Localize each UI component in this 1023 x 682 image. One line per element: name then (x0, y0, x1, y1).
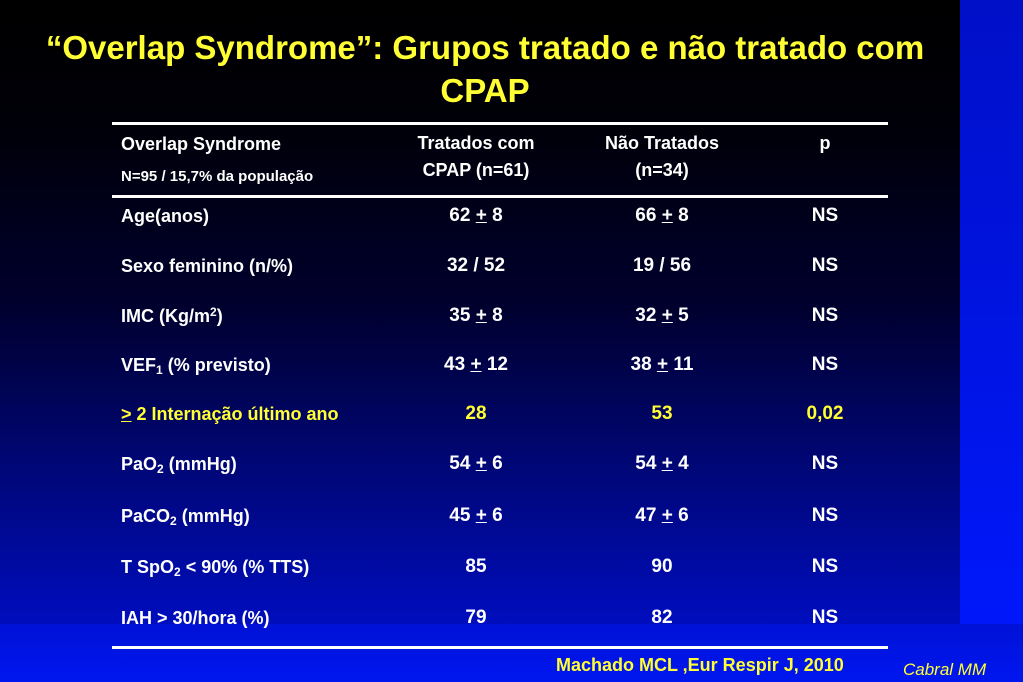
table-row: T SpO2 < 90% (% TTS) 85 90 NS (0, 552, 1023, 582)
row-label: IAH > 30/hora (%) (121, 608, 270, 628)
row-treated-value: 45 + 6 (449, 505, 503, 526)
row-label: T SpO2 < 90% (% TTS) (121, 557, 310, 579)
row-p-value: NS (811, 305, 839, 326)
header-col-syndrome-sub: N=95 / 15,7% da população (121, 168, 314, 185)
row-label: VEF1 (% previsto) (121, 355, 271, 377)
row-untreated-value: 54 + 4 (635, 453, 689, 474)
table-row: PaO2 (mmHg) 54 + 6 54 + 4 NS (0, 449, 1023, 479)
row-treated-value: 62 + 8 (449, 205, 503, 226)
row-p-value: NS (811, 255, 839, 276)
header-col-p: p (819, 133, 831, 153)
header-col-untreated: Não Tratados (n=34) (586, 130, 738, 184)
row-treated-value: 79 (465, 607, 487, 628)
right-blue-band (960, 0, 1023, 682)
slide-title: “Overlap Syndrome”: Grupos tratado e não… (45, 29, 925, 109)
table-header-rule (112, 195, 888, 198)
row-p-value: 0,02 (806, 403, 844, 424)
row-treated-value: 85 (465, 556, 487, 577)
table-row: IAH > 30/hora (%) 79 82 NS (0, 603, 1023, 633)
row-label: Age(anos) (121, 206, 210, 226)
row-p-value: NS (811, 453, 839, 474)
citation: Machado MCL ,Eur Respir J, 2010 (556, 655, 844, 675)
header-col-untreated-line2: (n=34) (635, 160, 689, 180)
header-col-treated-line2: CPAP (n=61) (422, 160, 530, 180)
row-untreated-value: 32 + 5 (635, 305, 689, 326)
bottom-blue-band (0, 624, 1023, 682)
row-label: IMC (Kg/m2) (121, 305, 223, 326)
table-row: IMC (Kg/m2) 35 + 8 32 + 5 NS (0, 301, 1023, 331)
table-row: Sexo feminino (n/%) 32 / 52 19 / 56 NS (0, 251, 1023, 281)
row-p-value: NS (811, 354, 839, 375)
row-p-value: NS (811, 205, 839, 226)
header-col-untreated-line1: Não Tratados (604, 133, 720, 153)
header-col-treated: Tratados com CPAP (n=61) (400, 130, 552, 184)
row-label: Sexo feminino (n/%) (121, 256, 294, 276)
row-untreated-value: 66 + 8 (635, 205, 689, 226)
header-col-syndrome: Overlap Syndrome (121, 134, 282, 154)
row-p-value: NS (811, 505, 839, 526)
row-treated-value: 35 + 8 (449, 305, 503, 326)
row-untreated-value: 90 (651, 556, 673, 577)
row-p-value: NS (811, 556, 839, 577)
table-bottom-rule (112, 646, 888, 649)
row-label: > 2 Internação último ano (121, 404, 339, 424)
row-treated-value: 28 (465, 403, 487, 424)
header-col-treated-line1: Tratados com (417, 133, 535, 153)
row-treated-value: 43 + 12 (444, 354, 508, 375)
table-row: Age(anos) 62 + 8 66 + 8 NS (0, 201, 1023, 231)
row-treated-value: 32 / 52 (446, 255, 506, 276)
author-credit: Cabral MM (903, 660, 987, 679)
table-top-rule (112, 122, 888, 125)
row-treated-value: 54 + 6 (449, 453, 503, 474)
table-row: VEF1 (% previsto) 43 + 12 38 + 11 NS (0, 350, 1023, 380)
row-label: PaCO2 (mmHg) (121, 506, 250, 528)
row-untreated-value: 38 + 11 (630, 354, 694, 375)
row-label: PaO2 (mmHg) (121, 454, 237, 476)
row-untreated-value: 47 + 6 (635, 505, 689, 526)
row-untreated-value: 53 (651, 403, 673, 424)
row-untreated-value: 19 / 56 (632, 255, 692, 276)
row-untreated-value: 82 (651, 607, 673, 628)
row-p-value: NS (811, 607, 839, 628)
table-row-highlighted: > 2 Internação último ano 28 53 0,02 (0, 399, 1023, 429)
table-row: PaCO2 (mmHg) 45 + 6 47 + 6 NS (0, 501, 1023, 531)
